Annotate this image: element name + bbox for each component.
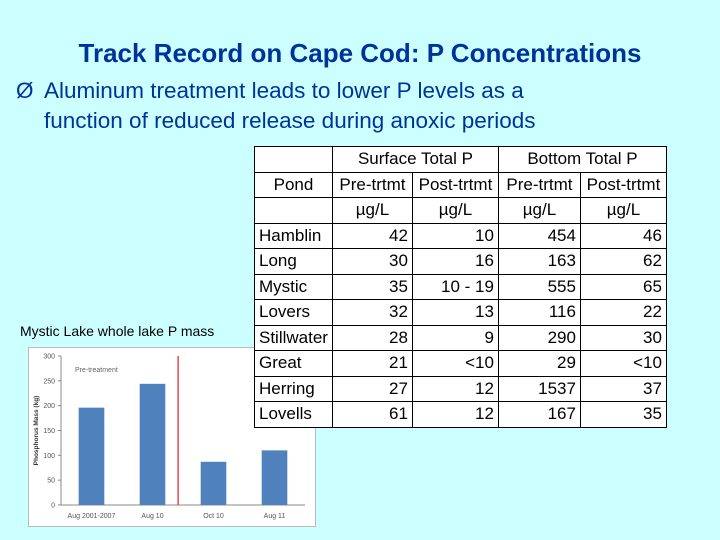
- cell-pond: Stillwater: [254, 324, 333, 351]
- cell-surface-post: 10: [411, 222, 499, 249]
- table-row: Herring 27 12 1537 37: [254, 375, 667, 402]
- header-surface-total-p: Surface Total P: [331, 146, 499, 173]
- cell-surface-post: 9: [411, 324, 499, 351]
- arrow-bullet-icon: Ø: [16, 78, 34, 103]
- cell-bottom-post: 22: [579, 299, 667, 326]
- cell-pond: Mystic: [254, 273, 333, 300]
- cell-bottom-post: 37: [579, 375, 667, 402]
- x-tick-label: Aug 10: [141, 513, 163, 520]
- header-unit: µg/L: [411, 197, 499, 224]
- bullet-text: Ø Aluminum treatment leads to lower P lev…: [16, 76, 656, 136]
- cell-surface-post: 12: [411, 401, 499, 428]
- cell-surface-pre: 42: [331, 222, 413, 249]
- bar: [200, 461, 227, 505]
- cell-bottom-post: 62: [579, 248, 667, 275]
- header-bottom-total-p: Bottom Total P: [497, 146, 667, 173]
- cell-pond: Great: [254, 350, 333, 377]
- header-sub: Post-trtmt: [579, 171, 667, 198]
- cell-bottom-post: 65: [579, 273, 667, 300]
- table-row: Long 30 16 163 62: [254, 248, 667, 275]
- y-tick-label: 300: [43, 354, 55, 361]
- bullet-line-2: function of reduced release during anoxi…: [44, 108, 536, 133]
- cell-bottom-pre: 29: [497, 350, 581, 377]
- cell-surface-pre: 28: [331, 324, 413, 351]
- pond-p-table: Surface Total P Bottom Total P Pond Pre-…: [254, 146, 667, 428]
- cell-surface-pre: 30: [331, 248, 413, 275]
- header-unit: µg/L: [497, 197, 581, 224]
- x-tick-label: Aug 2001-2007: [68, 513, 116, 520]
- y-tick-label: 100: [43, 453, 55, 460]
- cell-bottom-pre: 555: [497, 273, 581, 300]
- slide-title: Track Record on Cape Cod: P Concentratio…: [78, 38, 642, 68]
- cell-bottom-pre: 290: [497, 324, 581, 351]
- cell-bottom-pre: 116: [497, 299, 581, 326]
- cell-surface-pre: 35: [331, 273, 413, 300]
- y-tick-label: 0: [51, 503, 55, 510]
- cell-bottom-pre: 167: [497, 401, 581, 428]
- header-row-groups: Surface Total P Bottom Total P: [254, 146, 667, 173]
- header-row-subs: Pond Pre-trtmt Post-trtmt Pre-trtmt Post…: [254, 171, 667, 198]
- cell-bottom-pre: 454: [497, 222, 581, 249]
- bullet-line-1: Aluminum treatment leads to lower P leve…: [44, 78, 524, 103]
- cell-surface-pre: 61: [331, 401, 413, 428]
- bar: [78, 407, 105, 505]
- cell-surface-post: 16: [411, 248, 499, 275]
- table-row: Lovells 61 12 167 35: [254, 401, 667, 428]
- cell-pond: Herring: [254, 375, 333, 402]
- table-row: Stillwater 28 9 290 30: [254, 324, 667, 351]
- table-row: Mystic 35 10 - 19 555 65: [254, 273, 667, 300]
- header-sub: Pre-trtmt: [497, 171, 581, 198]
- table-row: Great 21 <10 29 <10: [254, 350, 667, 377]
- chart-svg: 0 50 100 150 200 250 300 Phosphorus Mass (kg) Au…: [33, 354, 305, 520]
- cell-surface-pre: 21: [331, 350, 413, 377]
- x-tick-label: Oct 10: [203, 513, 224, 520]
- y-tick-label: 150: [43, 428, 55, 435]
- y-tick-label: 200: [43, 403, 55, 410]
- cell-surface-pre: 32: [331, 299, 413, 326]
- bar: [261, 450, 288, 505]
- header-blank: [254, 197, 333, 224]
- cell-bottom-pre: 163: [497, 248, 581, 275]
- cell-surface-pre: 27: [331, 375, 413, 402]
- header-row-units: µg/L µg/L µg/L µg/L: [254, 197, 667, 224]
- header-unit: µg/L: [331, 197, 413, 224]
- cell-bottom-post: <10: [579, 350, 667, 377]
- header-sub: Pre-trtmt: [331, 171, 413, 198]
- y-tick-label: 250: [43, 378, 55, 385]
- x-tick-label: Aug 11: [264, 513, 286, 520]
- cell-bottom-pre: 1537: [497, 375, 581, 402]
- cell-bottom-post: 30: [579, 324, 667, 351]
- cell-surface-post: <10: [411, 350, 499, 377]
- cell-surface-post: 13: [411, 299, 499, 326]
- cell-pond: Lovells: [254, 401, 333, 428]
- header-pond: Pond: [254, 171, 333, 198]
- header-blank: [254, 146, 333, 173]
- cell-pond: Long: [254, 248, 333, 275]
- pre-treatment-annotation: Pre-treatment: [75, 367, 118, 374]
- cell-surface-post: 12: [411, 375, 499, 402]
- chart-caption: Mystic Lake whole lake P mass: [20, 323, 215, 339]
- bar: [139, 383, 166, 505]
- table-row: Lovers 32 13 116 22: [254, 299, 667, 326]
- cell-bottom-post: 35: [579, 401, 667, 428]
- y-axis-label: Phosphorus Mass (kg): [33, 396, 40, 466]
- table-row: Hamblin 42 10 454 46: [254, 222, 667, 249]
- header-unit: µg/L: [579, 197, 667, 224]
- cell-pond: Hamblin: [254, 222, 333, 249]
- cell-surface-post: 10 - 19: [411, 273, 499, 300]
- y-tick-label: 50: [47, 478, 55, 485]
- cell-bottom-post: 46: [579, 222, 667, 249]
- header-sub: Post-trtmt: [411, 171, 499, 198]
- cell-pond: Lovers: [254, 299, 333, 326]
